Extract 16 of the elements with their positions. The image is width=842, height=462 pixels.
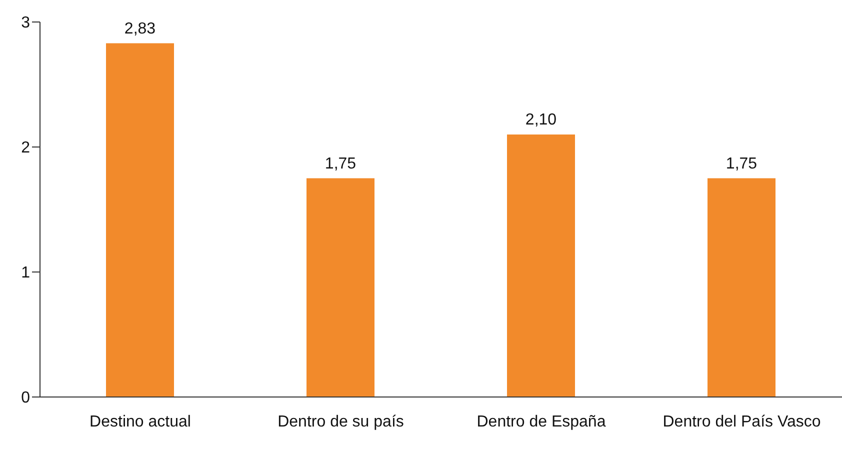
- y-tick-label: 2: [21, 140, 30, 157]
- x-tick-label: Dentro de su país: [278, 413, 404, 430]
- bar: [306, 178, 374, 397]
- data-label: 1,75: [324, 155, 356, 172]
- bar: [106, 43, 174, 397]
- x-tick-label: Destino actual: [90, 413, 191, 430]
- y-tick-label: 3: [21, 14, 30, 32]
- bar: [708, 178, 776, 397]
- bar: [507, 134, 575, 397]
- x-tick-label: Dentro de España: [476, 413, 606, 430]
- y-tick-label: 1: [21, 264, 30, 282]
- data-label: 2,10: [525, 112, 557, 128]
- y-tick-label: 0: [21, 390, 30, 407]
- data-label: 1,75: [726, 155, 758, 172]
- x-tick-label: Dentro del País Vasco: [662, 413, 821, 430]
- data-label: 2,83: [124, 20, 156, 38]
